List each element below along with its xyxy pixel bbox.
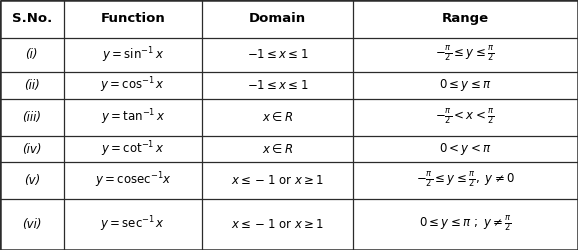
Text: $x \in R$: $x \in R$: [262, 143, 293, 156]
Text: (iv): (iv): [22, 143, 42, 156]
Text: $-\frac{\pi}{2} \leq y \leq \frac{\pi}{2},\ y \neq 0$: $-\frac{\pi}{2} \leq y \leq \frac{\pi}{2…: [416, 171, 515, 190]
Text: (vi): (vi): [22, 218, 42, 231]
Text: $-\frac{\pi}{2} < x < \frac{\pi}{2}$: $-\frac{\pi}{2} < x < \frac{\pi}{2}$: [435, 108, 495, 127]
Text: Domain: Domain: [249, 12, 306, 25]
Text: $y = \sec^{-1}x$: $y = \sec^{-1}x$: [101, 214, 165, 234]
Text: (v): (v): [24, 174, 40, 187]
Text: $-1 \leq x \leq 1$: $-1 \leq x \leq 1$: [247, 79, 308, 92]
Text: (i): (i): [25, 48, 38, 61]
Text: $-\frac{\pi}{2} \leq y \leq \frac{\pi}{2}$: $-\frac{\pi}{2} \leq y \leq \frac{\pi}{2…: [435, 45, 495, 64]
Text: $y = \tan^{-1}x$: $y = \tan^{-1}x$: [101, 108, 165, 127]
Text: S.No.: S.No.: [12, 12, 52, 25]
Text: Function: Function: [101, 12, 165, 25]
Text: $0 \leq y \leq \pi$: $0 \leq y \leq \pi$: [439, 78, 491, 94]
Text: $0 \leq y \leq \pi\ ;\ y \neq \frac{\pi}{2}$: $0 \leq y \leq \pi\ ;\ y \neq \frac{\pi}…: [419, 215, 512, 234]
Text: $x \leq -1$ or $x \geq 1$: $x \leq -1$ or $x \geq 1$: [231, 174, 324, 187]
Text: $0 < y < \pi$: $0 < y < \pi$: [439, 141, 491, 157]
Text: $y = \mathrm{cosec}^{-1}x$: $y = \mathrm{cosec}^{-1}x$: [95, 171, 171, 190]
Text: $y = \sin^{-1}x$: $y = \sin^{-1}x$: [102, 45, 164, 65]
Text: (iii): (iii): [23, 111, 41, 124]
Text: $-1 \leq x \leq 1$: $-1 \leq x \leq 1$: [247, 48, 308, 61]
Text: Range: Range: [442, 12, 489, 25]
Text: $y = \cot^{-1}x$: $y = \cot^{-1}x$: [101, 140, 165, 159]
Text: $x \in R$: $x \in R$: [262, 111, 293, 124]
Text: $y = \cos^{-1}x$: $y = \cos^{-1}x$: [101, 76, 165, 95]
Text: (ii): (ii): [24, 79, 40, 92]
Text: $x \leq -1$ or $x \geq 1$: $x \leq -1$ or $x \geq 1$: [231, 218, 324, 231]
